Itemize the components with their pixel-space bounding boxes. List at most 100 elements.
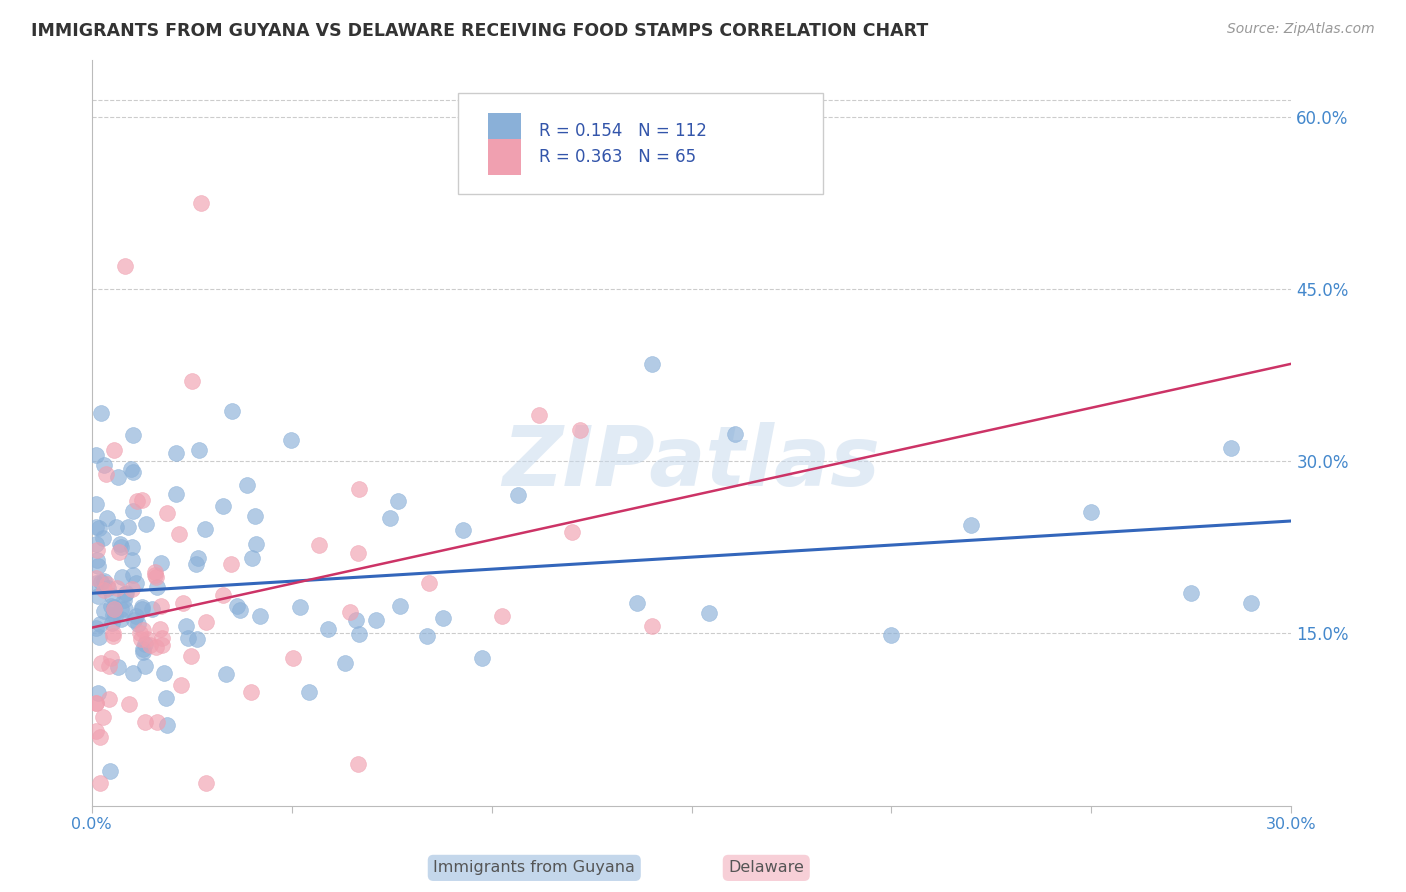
Point bbox=[150, 638, 173, 652]
Point bbox=[347, 483, 370, 497]
Point bbox=[172, 595, 194, 609]
Point bbox=[97, 692, 120, 706]
Point bbox=[132, 645, 155, 659]
Point bbox=[87, 559, 110, 574]
Point bbox=[105, 581, 128, 595]
Point bbox=[103, 600, 125, 615]
Point bbox=[84, 448, 107, 462]
Point bbox=[127, 616, 149, 631]
Point bbox=[1080, 504, 1102, 518]
Point bbox=[316, 623, 339, 637]
Point bbox=[108, 545, 131, 559]
Point bbox=[89, 731, 111, 745]
Point bbox=[221, 557, 243, 571]
Point bbox=[121, 540, 143, 554]
Point bbox=[280, 434, 302, 448]
Point bbox=[177, 631, 200, 645]
Point bbox=[86, 589, 108, 603]
Point bbox=[344, 613, 367, 627]
Point bbox=[121, 466, 143, 480]
Point bbox=[86, 542, 108, 557]
Point bbox=[84, 571, 107, 585]
Text: ZIPatlas: ZIPatlas bbox=[502, 422, 880, 503]
Point bbox=[135, 632, 157, 646]
Point bbox=[98, 764, 121, 779]
Point bbox=[167, 527, 190, 541]
Point bbox=[156, 718, 179, 732]
Point bbox=[145, 640, 167, 654]
Point bbox=[215, 666, 238, 681]
Point bbox=[346, 757, 368, 772]
Point bbox=[212, 588, 235, 602]
Point bbox=[93, 574, 115, 589]
Point bbox=[506, 488, 529, 502]
Point bbox=[131, 602, 153, 616]
Text: R = 0.363   N = 65: R = 0.363 N = 65 bbox=[538, 148, 696, 166]
Point bbox=[288, 600, 311, 615]
Point bbox=[378, 511, 401, 525]
Point bbox=[432, 610, 454, 624]
Point bbox=[93, 583, 115, 598]
Text: Immigrants from Guyana: Immigrants from Guyana bbox=[433, 861, 636, 875]
Point bbox=[240, 684, 263, 698]
Point bbox=[187, 551, 209, 566]
Point bbox=[1240, 596, 1263, 610]
Point bbox=[561, 524, 583, 539]
Point bbox=[103, 603, 125, 617]
Point bbox=[101, 630, 124, 644]
Point bbox=[152, 665, 174, 680]
Point bbox=[451, 523, 474, 537]
Point bbox=[190, 196, 212, 211]
Point bbox=[187, 443, 209, 458]
Point bbox=[87, 521, 110, 535]
Point bbox=[165, 487, 187, 501]
Point bbox=[150, 631, 173, 645]
FancyBboxPatch shape bbox=[488, 139, 522, 175]
Point bbox=[308, 538, 330, 552]
Point bbox=[122, 428, 145, 442]
Point bbox=[104, 520, 127, 534]
Point bbox=[366, 613, 388, 627]
Point bbox=[145, 570, 167, 584]
Point bbox=[89, 775, 111, 789]
Point bbox=[225, 599, 247, 614]
Point bbox=[110, 541, 132, 555]
Point bbox=[84, 621, 107, 635]
Point bbox=[90, 406, 112, 420]
Point bbox=[640, 357, 662, 371]
Point bbox=[245, 508, 267, 523]
Point bbox=[129, 626, 152, 640]
Point bbox=[281, 651, 304, 665]
Point bbox=[388, 599, 411, 614]
Point bbox=[84, 497, 107, 511]
Point bbox=[146, 580, 169, 594]
Point bbox=[97, 659, 120, 673]
Point bbox=[89, 617, 111, 632]
Point bbox=[107, 470, 129, 484]
Point bbox=[84, 520, 107, 534]
FancyBboxPatch shape bbox=[488, 113, 522, 149]
Point bbox=[120, 462, 142, 476]
Point bbox=[180, 374, 202, 388]
Point bbox=[97, 581, 120, 595]
Point bbox=[569, 423, 592, 437]
Point bbox=[626, 596, 648, 610]
Point bbox=[84, 696, 107, 710]
Point bbox=[194, 522, 217, 536]
Point bbox=[139, 638, 162, 652]
Point bbox=[90, 574, 112, 589]
Text: Source: ZipAtlas.com: Source: ZipAtlas.com bbox=[1227, 22, 1375, 37]
Point bbox=[235, 478, 257, 492]
Point bbox=[640, 619, 662, 633]
Point bbox=[100, 589, 122, 603]
Point bbox=[93, 604, 115, 618]
Point bbox=[156, 506, 179, 520]
Point bbox=[724, 427, 747, 442]
Point bbox=[122, 613, 145, 627]
Point bbox=[141, 602, 163, 616]
Point bbox=[122, 665, 145, 680]
Point bbox=[103, 625, 125, 640]
Point bbox=[240, 551, 263, 566]
Point bbox=[135, 517, 157, 532]
Point bbox=[104, 609, 127, 624]
